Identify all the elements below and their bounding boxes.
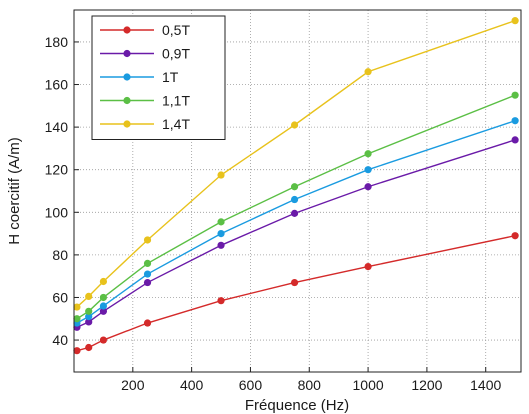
x-tick-label: 400: [180, 377, 204, 393]
legend-label: 1,4T: [162, 116, 190, 132]
y-tick-label: 180: [45, 34, 69, 50]
data-point: [143, 319, 152, 327]
data-point: [85, 307, 93, 315]
legend-label: 1T: [162, 69, 179, 85]
data-point: [217, 241, 225, 249]
legend-item: 1,4T: [100, 116, 190, 132]
data-point: [511, 232, 519, 240]
legend-box: [91, 15, 226, 140]
data-point: [85, 292, 93, 301]
data-point: [364, 183, 372, 191]
legend-marker: [123, 96, 131, 105]
data-point: [217, 218, 225, 226]
data-point: [290, 278, 299, 287]
data-point: [364, 68, 372, 76]
legend-item: 0,9T: [100, 46, 190, 62]
legend: 0,5T 0,9T 1T 1,1T 1,4T: [91, 15, 226, 140]
data-point: [511, 17, 519, 25]
data-point: [364, 262, 372, 271]
tick-labels: 200 400 600 800 1000 1200 1400 40 60 80 100 120 140 1…: [45, 34, 502, 393]
y-tick-label: 120: [45, 162, 69, 178]
legend-marker: [123, 26, 131, 34]
x-axis-label: Fréquence (Hz): [245, 397, 349, 414]
legend-marker: [123, 49, 131, 58]
x-tick-label: 200: [121, 377, 145, 393]
y-tick-label: 40: [52, 332, 68, 348]
legend-label: 1,1T: [162, 93, 190, 109]
data-point: [99, 293, 108, 302]
data-point: [73, 315, 81, 323]
data-point: [511, 136, 519, 144]
data-point: [143, 278, 152, 287]
data-point: [99, 302, 108, 310]
data-point: [290, 195, 299, 204]
data-point: [290, 183, 299, 191]
data-point: [290, 121, 299, 129]
grid: [74, 10, 521, 372]
data-point: [85, 318, 93, 326]
data-point: [143, 259, 152, 267]
legend-marker: [123, 73, 131, 81]
data-point: [85, 313, 93, 321]
x-tick-label: 1200: [411, 377, 442, 393]
data-point: [217, 171, 225, 179]
data-point: [364, 166, 372, 174]
y-tick-label: 60: [52, 289, 68, 305]
x-tick-label: 1000: [353, 377, 384, 393]
legend-label: 0,9T: [162, 46, 190, 62]
series-1,1T: [73, 91, 519, 323]
legend-item: 0,5T: [100, 22, 190, 38]
data-point: [99, 336, 108, 344]
x-tick-label: 1400: [470, 377, 501, 393]
data-point: [143, 236, 152, 244]
y-axis-label: H coercitif (A/m): [6, 137, 23, 245]
data-point: [99, 307, 108, 315]
plot-frame: [73, 9, 522, 373]
y-tick-label: 80: [52, 247, 68, 263]
data-point: [290, 209, 299, 217]
x-tick-label: 800: [298, 377, 322, 393]
series-1,4T: [73, 17, 519, 311]
data-point: [73, 303, 81, 311]
y-tick-label: 160: [45, 77, 69, 93]
legend-marker: [123, 120, 131, 128]
legend-item: 1T: [100, 69, 179, 85]
data-point: [85, 343, 93, 352]
data-point: [511, 117, 519, 125]
y-tick-label: 100: [45, 204, 69, 220]
data-point: [217, 297, 225, 305]
legend-label: 0,5T: [162, 22, 190, 38]
data-point: [73, 347, 81, 355]
series-layer: [73, 17, 519, 355]
legend-item: 1,1T: [100, 93, 190, 109]
series-0,5T: [73, 232, 519, 355]
data-point: [143, 270, 152, 278]
data-point: [364, 150, 372, 158]
data-point: [217, 229, 225, 238]
x-tick-label: 600: [239, 377, 263, 393]
data-point: [511, 91, 519, 99]
data-point: [99, 277, 108, 286]
y-tick-label: 140: [45, 119, 69, 135]
series-1T: [73, 117, 519, 327]
